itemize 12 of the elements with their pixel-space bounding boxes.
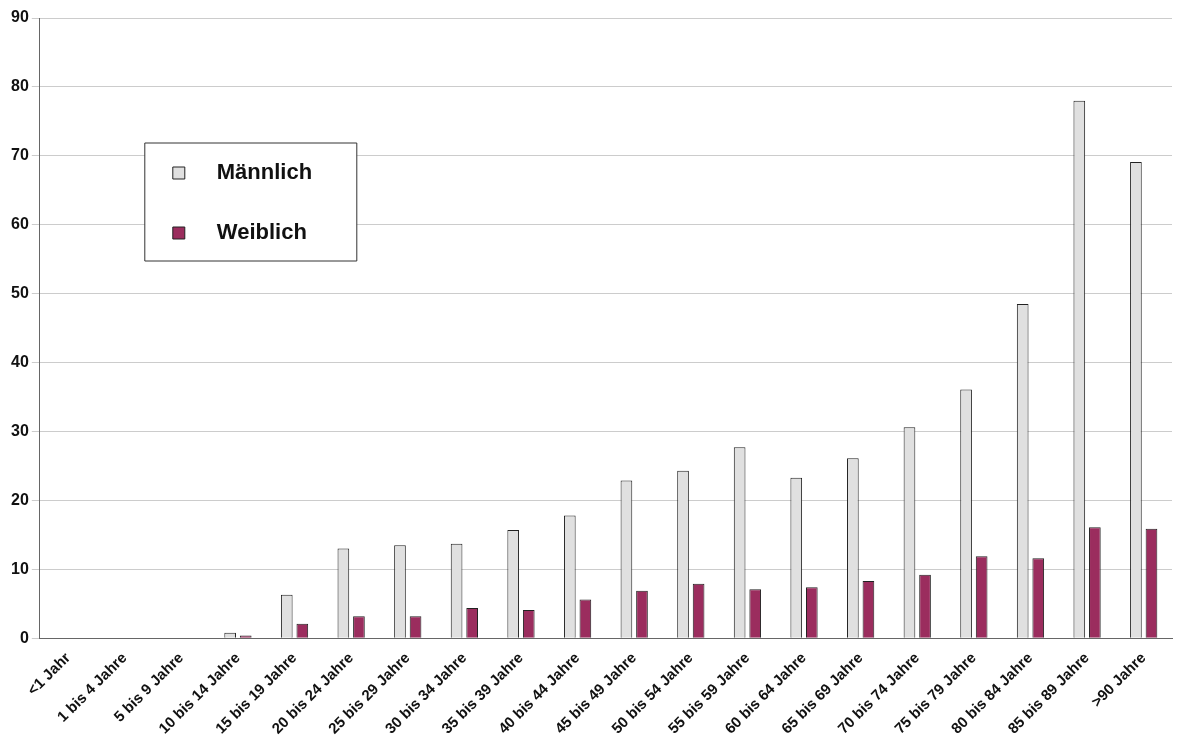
y-tick-label: 50 xyxy=(11,284,29,302)
y-tick-label: 10 xyxy=(11,559,29,577)
y-tick-label: 90 xyxy=(11,8,29,26)
y-tick-label: 60 xyxy=(11,215,29,233)
y-tick-label: 0 xyxy=(19,628,29,646)
legend-label: Weiblich xyxy=(216,219,307,245)
y-tick-label: 40 xyxy=(11,352,29,370)
legend-label: Männlich xyxy=(216,159,313,185)
y-tick-label: 30 xyxy=(11,421,29,439)
y-tick-label: 20 xyxy=(11,490,29,508)
y-tick-label: 70 xyxy=(11,146,29,164)
y-tick-label: 80 xyxy=(11,77,29,95)
